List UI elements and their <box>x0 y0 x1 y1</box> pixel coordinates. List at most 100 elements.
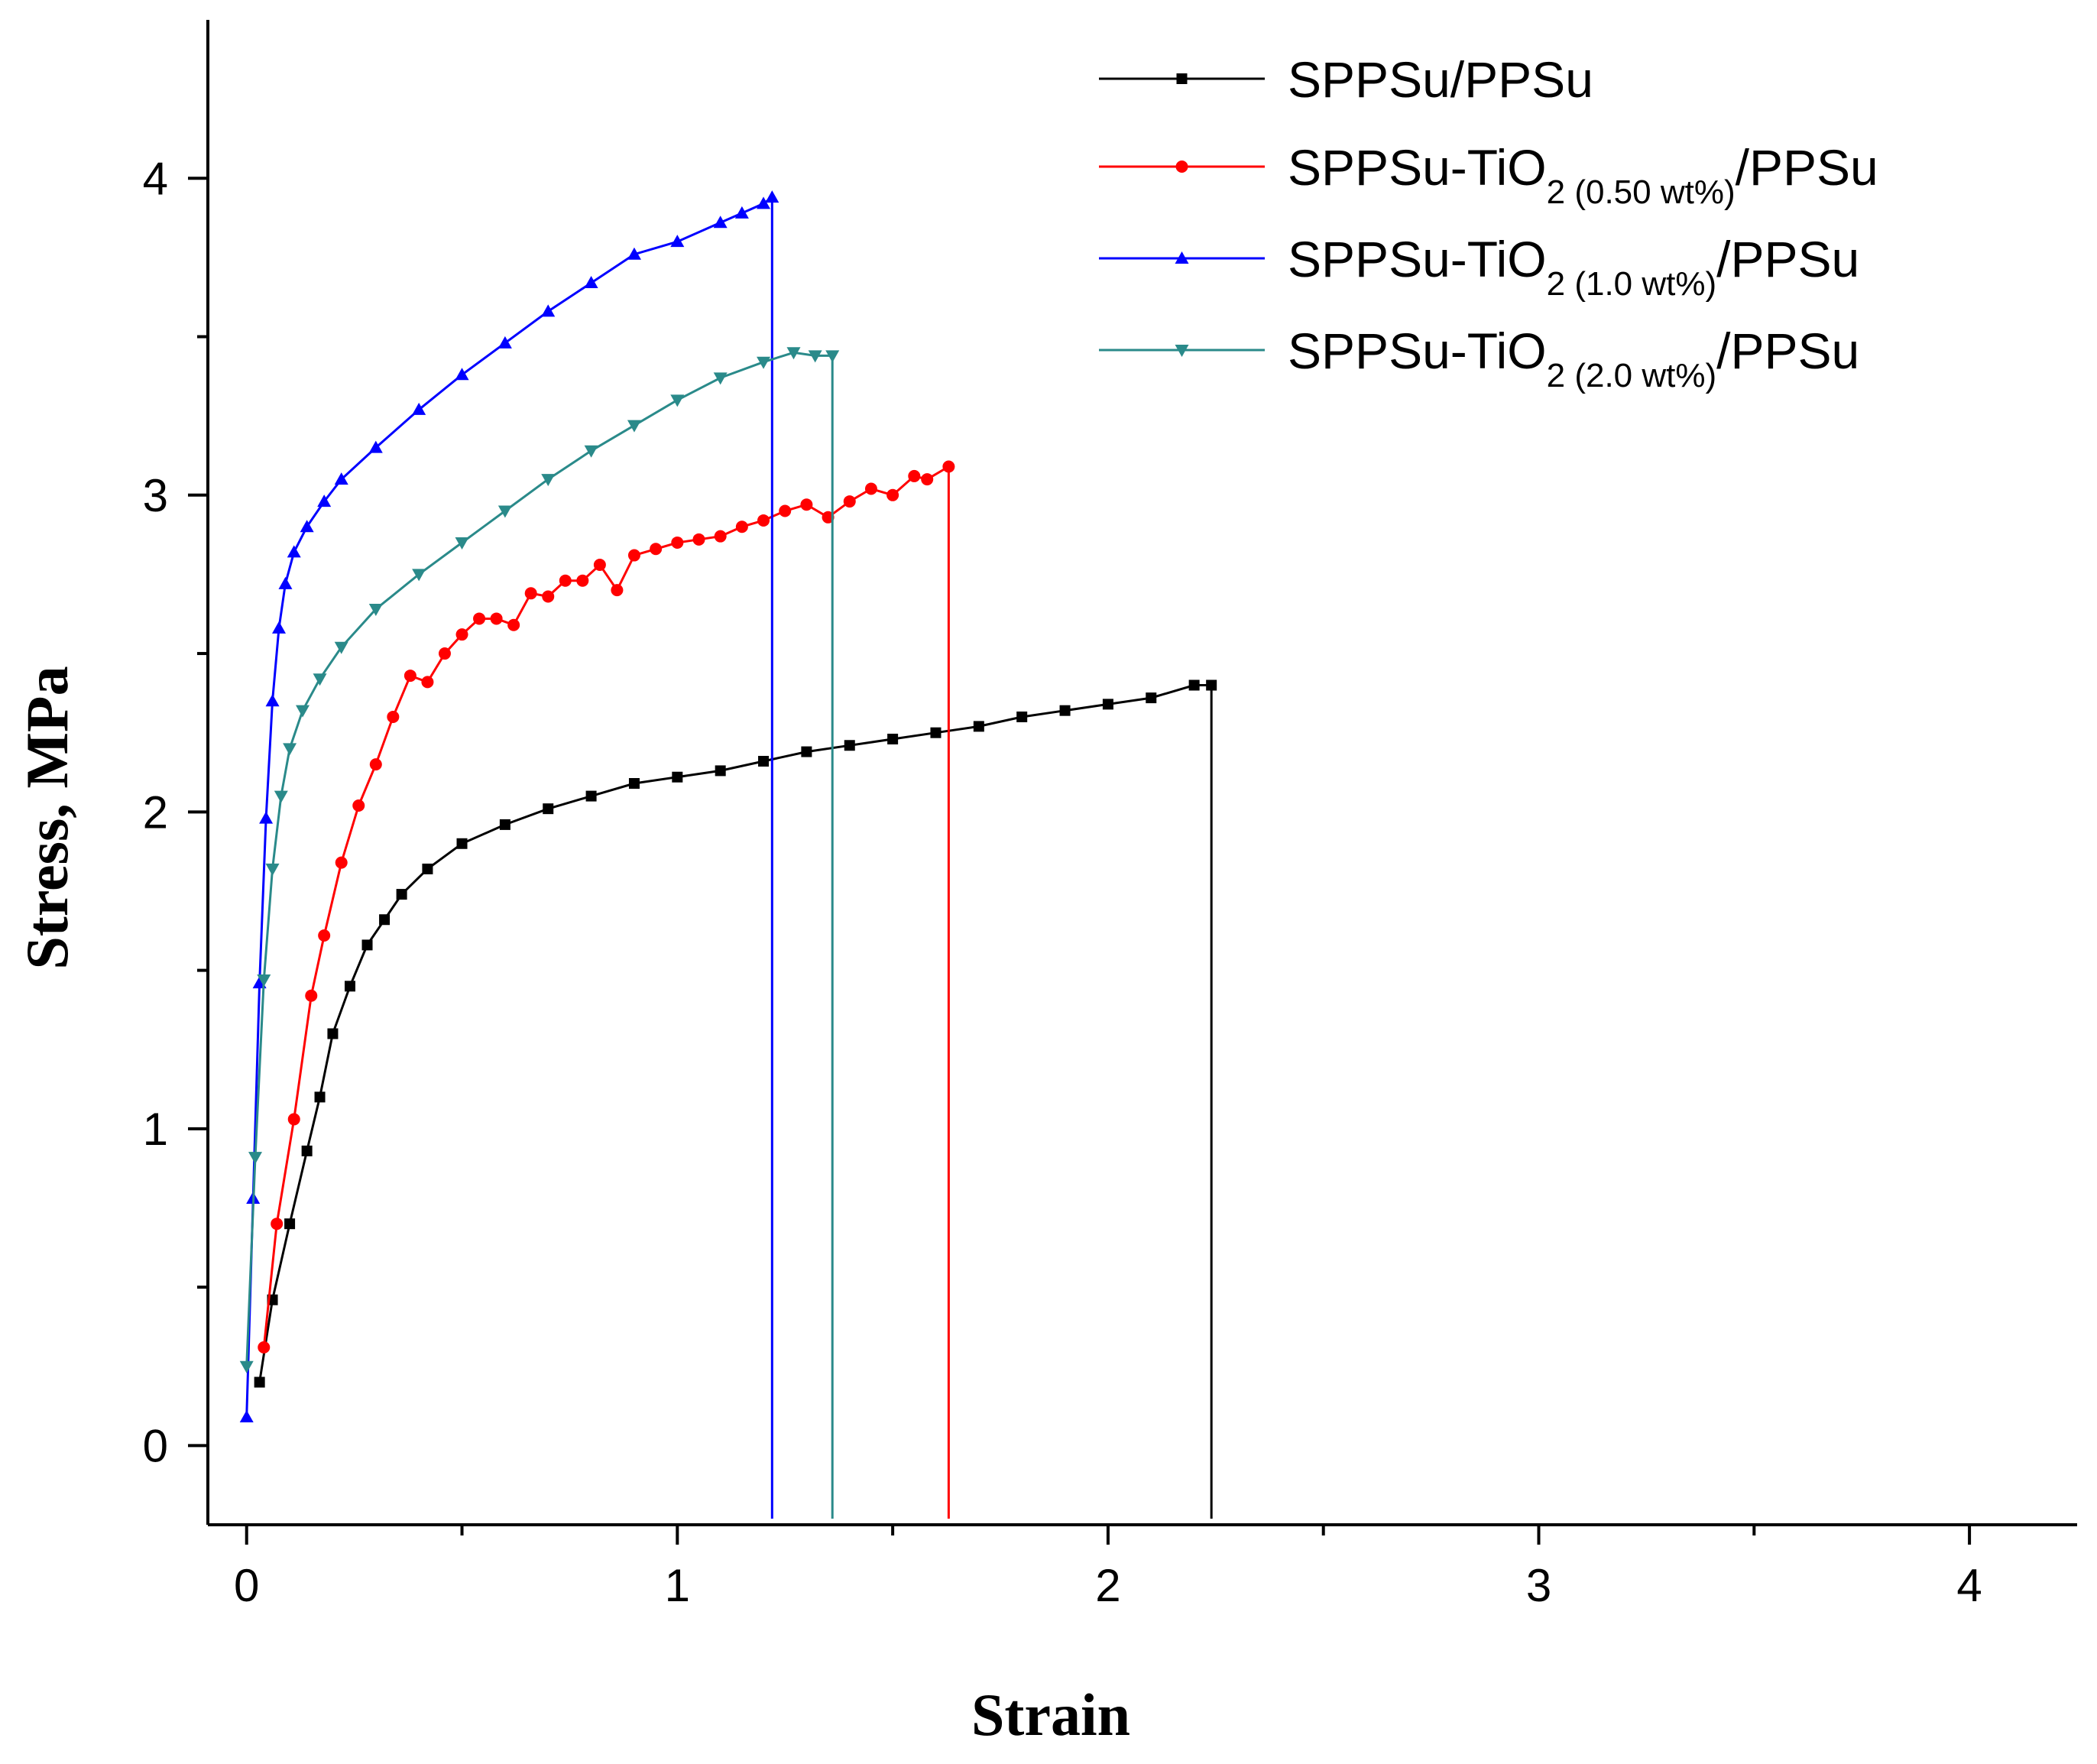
data-point <box>507 618 520 631</box>
legend-marker <box>1175 251 1189 264</box>
data-point <box>542 590 555 603</box>
data-point <box>301 1145 313 1156</box>
data-point <box>274 790 288 803</box>
data-point <box>908 469 921 482</box>
data-point <box>524 587 537 600</box>
legend-label: SPPSu-TiO2 (1.0 wt%)/PPSu <box>1288 231 1859 303</box>
legend-label-subscript: 2 (0.50 wt%) <box>1547 173 1736 211</box>
data-point <box>1206 679 1217 691</box>
data-point <box>314 1091 326 1103</box>
data-point <box>239 1360 254 1373</box>
data-point <box>822 511 835 524</box>
data-point <box>930 727 942 738</box>
data-point <box>318 929 331 942</box>
data-point <box>271 621 286 634</box>
data-point <box>254 1377 265 1388</box>
data-point <box>758 755 770 767</box>
data-point <box>1059 705 1071 716</box>
data-point <box>765 190 779 203</box>
data-point <box>942 460 955 473</box>
legend-label: SPPSu/PPSu <box>1288 51 1593 108</box>
data-point <box>422 863 433 874</box>
data-point <box>713 372 728 385</box>
legend-label-tail: /PPSu <box>1716 231 1859 287</box>
data-point <box>259 811 274 824</box>
legend-label: SPPSu-TiO2 (0.50 wt%)/PPSu <box>1288 139 1878 211</box>
data-point <box>627 549 640 562</box>
data-point <box>455 628 468 641</box>
data-point <box>352 799 365 812</box>
data-point <box>585 790 597 802</box>
data-point <box>334 472 348 485</box>
data-point <box>541 474 556 487</box>
series-line <box>245 351 833 1367</box>
data-point <box>257 974 271 987</box>
data-point <box>670 394 685 407</box>
y-tick-label: 0 <box>143 1420 168 1471</box>
data-point <box>672 771 683 783</box>
x-tick-label: 1 <box>665 1560 690 1611</box>
data-point <box>283 743 297 756</box>
legend-entry-2: SPPSu-TiO2 (0.50 wt%)/PPSu <box>1099 139 1878 211</box>
data-point <box>287 1113 300 1126</box>
x-tick-label: 0 <box>234 1560 259 1611</box>
data-point <box>757 514 770 527</box>
data-point <box>265 863 280 876</box>
data-point <box>396 889 407 900</box>
data-point <box>498 336 512 349</box>
data-point <box>800 498 813 511</box>
data-point <box>1016 711 1028 722</box>
y-axis-title: Stress, MPa <box>14 666 80 969</box>
data-point <box>843 495 856 508</box>
series-line <box>245 196 773 1418</box>
legend-marker <box>1175 161 1188 173</box>
data-point <box>387 710 400 723</box>
axes-layer: 0 1 2 3 4 0 1 2 3 4 <box>143 20 2077 1611</box>
data-point <box>300 520 314 533</box>
data-point <box>284 1218 296 1230</box>
data-point <box>825 350 840 363</box>
data-point <box>735 520 748 533</box>
data-point <box>584 276 598 289</box>
data-point <box>671 536 684 549</box>
series-layer <box>239 190 1217 1519</box>
data-point <box>734 206 749 219</box>
data-point <box>258 1341 271 1354</box>
data-point <box>779 504 792 517</box>
data-point <box>313 673 327 686</box>
data-point <box>368 604 383 617</box>
legend-label-main: SPPSu-TiO <box>1288 323 1547 379</box>
data-point <box>576 574 589 587</box>
data-point <box>421 676 434 689</box>
data-point <box>921 473 934 486</box>
data-point <box>801 746 812 757</box>
data-point <box>670 235 685 248</box>
data-point <box>473 612 486 625</box>
data-point <box>713 216 728 229</box>
legend-label-main: SPPSu/PPSu <box>1288 51 1593 108</box>
data-point <box>498 505 512 518</box>
data-point <box>265 694 280 707</box>
legend-label-tail: /PPSu <box>1716 323 1859 379</box>
series-1 <box>254 679 1217 1519</box>
legend-label-tail: /PPSu <box>1736 139 1878 196</box>
series-2 <box>258 460 955 1519</box>
data-point <box>650 543 663 556</box>
data-point <box>1102 699 1113 710</box>
legend-label-subscript: 2 (1.0 wt%) <box>1547 265 1717 303</box>
x-tick-label: 3 <box>1526 1560 1551 1611</box>
legend-entry-4: SPPSu-TiO2 (2.0 wt%)/PPSu <box>1099 323 1859 394</box>
data-point <box>317 495 332 507</box>
data-point <box>584 445 598 458</box>
data-point <box>239 1410 254 1423</box>
y-tick-label: 1 <box>143 1104 168 1155</box>
data-point <box>334 641 348 654</box>
data-point <box>692 533 705 546</box>
legend-entry-3: SPPSu-TiO2 (1.0 wt%)/PPSu <box>1099 231 1859 303</box>
data-point <box>278 576 293 589</box>
data-point <box>455 368 469 381</box>
data-point <box>368 440 383 453</box>
legend-marker <box>1175 345 1189 357</box>
y-tick-label: 3 <box>143 470 168 521</box>
